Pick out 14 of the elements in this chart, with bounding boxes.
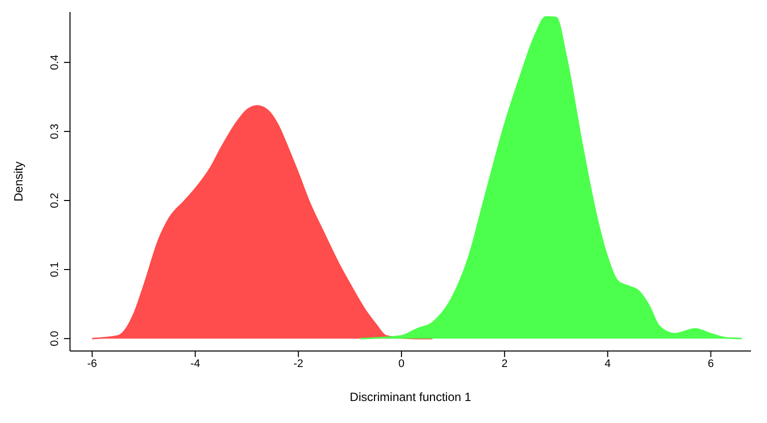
- x-axis-title: Discriminant function 1: [350, 390, 472, 404]
- y-tick-label: 0.2: [49, 192, 61, 208]
- x-tick-label: -4: [190, 358, 200, 370]
- y-tick-label: 0.3: [49, 124, 61, 140]
- x-tick-label: 2: [502, 358, 508, 370]
- x-tick-label: 6: [708, 358, 714, 370]
- y-tick-label: 0.0: [49, 330, 61, 346]
- y-axis-title: Density: [11, 161, 26, 202]
- x-tick-label: -2: [293, 358, 304, 370]
- y-tick-label: 0.1: [49, 262, 61, 278]
- y-tick-label: 0.4: [49, 54, 61, 70]
- x-tick-label: -6: [87, 358, 98, 370]
- x-tick-label: 0: [398, 358, 405, 370]
- x-tick-label: 4: [604, 358, 611, 370]
